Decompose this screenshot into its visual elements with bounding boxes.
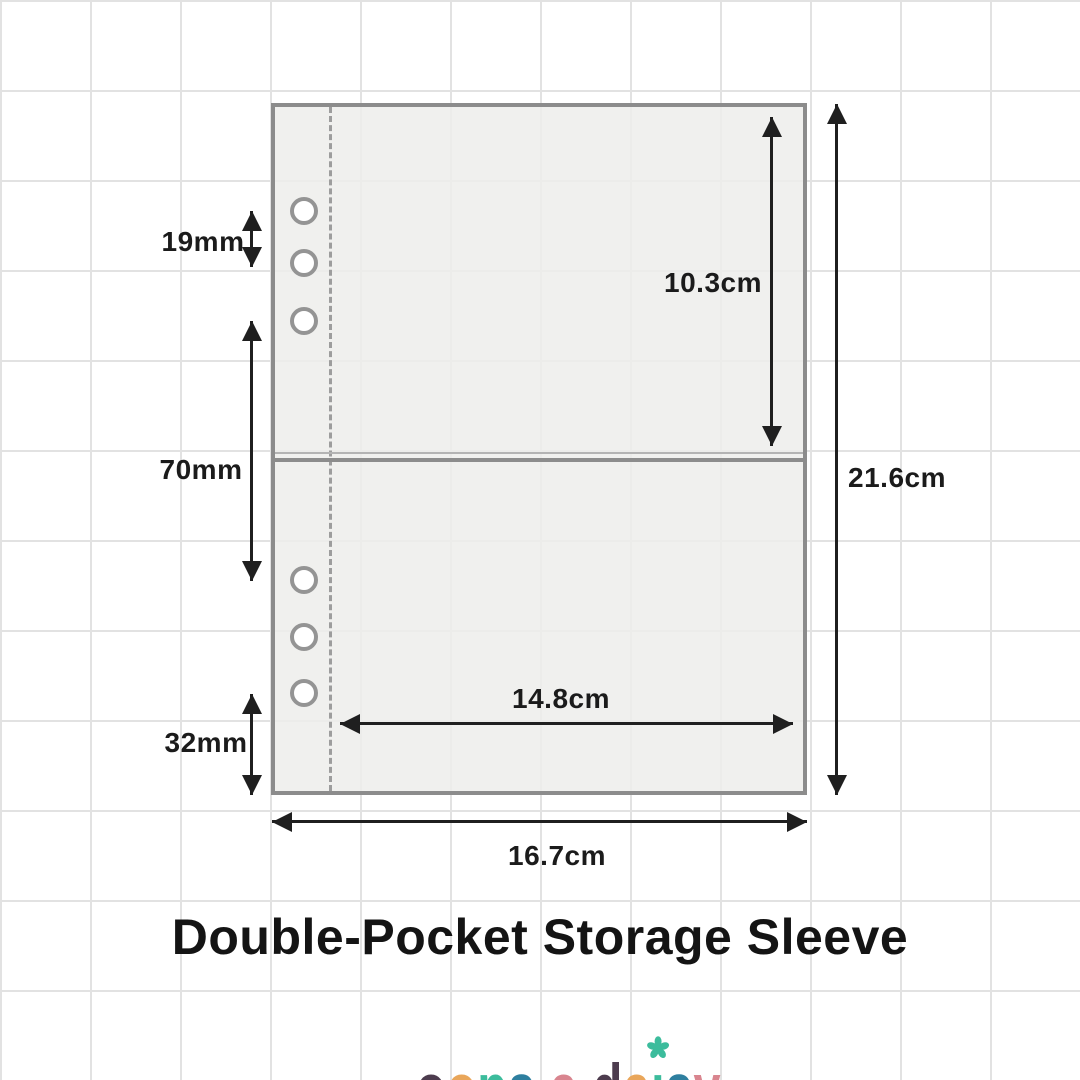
dim-arrow-pocket-width: [340, 722, 793, 725]
pocket-divider-seam-top: [275, 452, 803, 454]
logo-letter: s: [508, 1054, 536, 1080]
dim-label-hole-spacing: 19mm: [161, 226, 245, 257]
dim-label-sleeve-height: 21.6cm: [848, 462, 946, 493]
binder-hole: [290, 249, 318, 277]
dim-label-pocket-height: 10.3cm: [664, 267, 762, 298]
product-title: Double-Pocket Storage Sleeve: [171, 909, 909, 965]
dim-arrow-sleeve-height: [835, 104, 838, 795]
dim-label-bottom-hole-margin: 32mm: [164, 727, 248, 758]
logo-space: [536, 1050, 550, 1080]
dim-arrow-hole-group-gap: [250, 321, 253, 581]
daisy-flower-icon: [647, 1036, 670, 1060]
logo-letter: y: [693, 1054, 721, 1080]
logo-letter: a: [550, 1054, 578, 1080]
dim-label-pocket-width: 14.8cm: [512, 683, 610, 714]
dim-arrow-hole-spacing: [250, 211, 253, 267]
dim-arrow-pocket-height: [770, 117, 773, 446]
binder-edge-dashed-line: [329, 107, 332, 791]
binder-hole: [290, 679, 318, 707]
brand-logo: oops a daısy: [151, 986, 929, 1080]
logo-letter: a: [623, 1054, 651, 1080]
logo-letter: o: [416, 1054, 447, 1080]
logo-letter-i: ı: [647, 1036, 670, 1080]
dim-label-sleeve-width: 16.7cm: [508, 840, 606, 871]
dim-arrow-sleeve-width: [272, 820, 807, 823]
logo-letter: ı: [651, 1054, 665, 1080]
logo-space: [578, 1050, 592, 1080]
logo-letter: d: [592, 1054, 623, 1080]
logo-letter: o: [447, 1054, 478, 1080]
logo-letter: s: [665, 1054, 693, 1080]
dim-arrow-bottom-hole-margin: [250, 694, 253, 795]
binder-hole: [290, 623, 318, 651]
binder-hole: [290, 566, 318, 594]
pocket-divider-seam: [275, 458, 803, 462]
dim-label-hole-group-gap: 70mm: [159, 454, 243, 485]
storage-sleeve-illustration: [271, 103, 807, 795]
binder-hole: [290, 307, 318, 335]
logo-letter: p: [477, 1054, 508, 1080]
binder-hole: [290, 197, 318, 225]
